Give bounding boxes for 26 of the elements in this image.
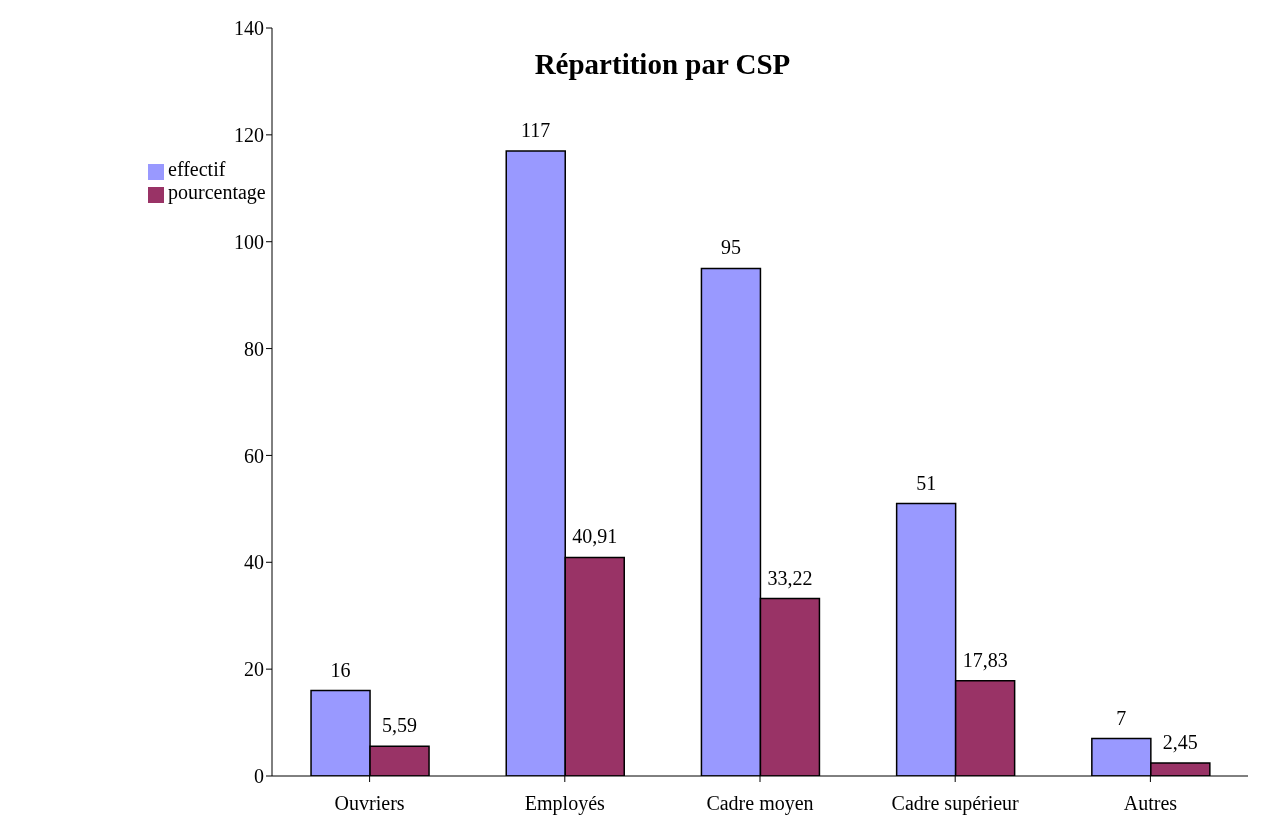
y-tick-label: 60 [244, 444, 264, 467]
y-tick-label: 20 [244, 658, 264, 681]
x-tick-label: Employés [524, 792, 606, 816]
x-tick-label: Autres [1123, 792, 1178, 815]
data-label: 117 [521, 118, 551, 141]
x-tick-label: Ouvriers [334, 792, 405, 815]
y-tick-label: 120 [234, 123, 264, 146]
y-tick-label: 80 [244, 337, 264, 360]
data-label: 2,45 [1162, 730, 1198, 753]
data-label: 33,22 [767, 566, 813, 589]
data-label: 5,59 [382, 714, 418, 737]
x-tick-label: Cadre supérieur [891, 792, 1020, 816]
y-tick-label: 100 [234, 230, 264, 253]
data-label: 17,83 [962, 648, 1008, 671]
text: Répartition par CSP [533, 48, 792, 81]
data-label: 95 [720, 236, 741, 259]
x-tick-label: Cadre moyen [706, 792, 814, 816]
y-tick-label: 40 [244, 551, 264, 574]
data-label: 40,91 [572, 525, 618, 548]
y-tick-label: 0 [254, 765, 264, 788]
data-label: 7 [1116, 706, 1127, 729]
legend-label: pourcentage [168, 181, 266, 203]
y-tick-label: 140 [234, 17, 264, 40]
data-label: 51 [916, 471, 937, 494]
legend-label: effectif [168, 158, 226, 180]
data-label: 16 [330, 658, 351, 681]
